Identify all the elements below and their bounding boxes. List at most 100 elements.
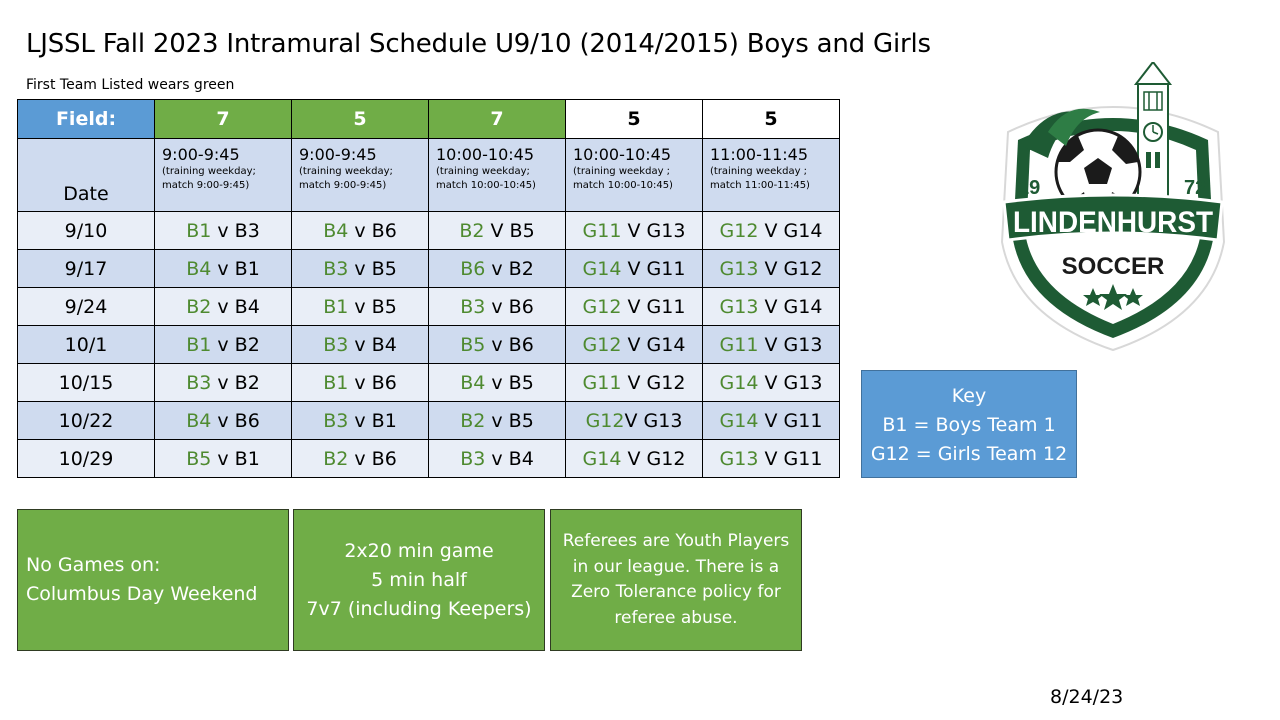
away-team: G14 bbox=[646, 333, 686, 356]
versus-separator: V bbox=[758, 447, 784, 470]
key-title: Key bbox=[951, 385, 987, 407]
versus-separator: v bbox=[485, 295, 509, 318]
time-slot: 10:00-10:45 bbox=[436, 145, 534, 164]
versus-separator: V bbox=[758, 371, 784, 394]
date-stamp: 8/24/23 bbox=[1050, 686, 1124, 708]
time-header-row: Date 9:00-9:45 (training weekday; match … bbox=[17, 138, 840, 212]
time-slot-cell: 9:00-9:45 (training weekday; match 9:00-… bbox=[154, 138, 292, 212]
field-label: Field: bbox=[17, 99, 155, 139]
field-number: 5 bbox=[291, 99, 429, 139]
time-slot-cell: 11:00-11:45 (training weekday ; match 11… bbox=[702, 138, 840, 212]
away-team: B5 bbox=[371, 257, 397, 280]
away-team: B5 bbox=[508, 371, 534, 394]
versus-separator: v bbox=[348, 371, 372, 394]
referee-policy-note: Referees are Youth Players in our league… bbox=[550, 509, 802, 651]
home-team: B2 bbox=[459, 219, 485, 242]
home-team: G12 bbox=[585, 409, 625, 432]
match-cell: B1 v B3 bbox=[154, 211, 292, 250]
home-team: B1 bbox=[323, 295, 349, 318]
match-cell: B4 v B5 bbox=[428, 363, 566, 402]
away-team: B4 bbox=[371, 333, 397, 356]
page-title: LJSSL Fall 2023 Intramural Schedule U9/1… bbox=[26, 29, 931, 59]
away-team: G11 bbox=[783, 409, 823, 432]
home-team: G13 bbox=[719, 257, 759, 280]
note-line: No Games on: bbox=[26, 554, 161, 576]
away-team: B2 bbox=[508, 257, 534, 280]
logo-year-right: 72 bbox=[1184, 177, 1206, 199]
note-line: Columbus Day Weekend bbox=[26, 583, 258, 605]
time-slot: 10:00-10:45 bbox=[573, 145, 671, 164]
home-team: B1 bbox=[323, 371, 349, 394]
away-team: B5 bbox=[371, 295, 397, 318]
away-team: G13 bbox=[783, 371, 823, 394]
home-team: G11 bbox=[719, 333, 759, 356]
no-games-note: No Games on: Columbus Day Weekend bbox=[17, 509, 289, 651]
versus-separator: V bbox=[621, 295, 647, 318]
home-team: G11 bbox=[582, 219, 622, 242]
schedule-row: 9/24 B2 v B4 B1 v B5 B3 v B6 G12 V G11 G13 V … bbox=[17, 287, 840, 326]
away-team: B3 bbox=[234, 219, 260, 242]
home-team: B5 bbox=[186, 447, 212, 470]
versus-separator: v bbox=[211, 257, 235, 280]
versus-separator: v bbox=[485, 371, 509, 394]
date-cell: 10/15 bbox=[17, 363, 155, 402]
home-team: B4 bbox=[460, 371, 486, 394]
match-cell: G14 V G12 bbox=[565, 439, 703, 478]
match-cell: B1 v B6 bbox=[291, 363, 429, 402]
note-line: in our league. There is a bbox=[572, 556, 780, 577]
versus-separator: V bbox=[758, 219, 784, 242]
versus-separator: v bbox=[211, 447, 235, 470]
match-cell: B3 v B4 bbox=[291, 325, 429, 364]
match-cell: B3 v B5 bbox=[291, 249, 429, 288]
home-team: G12 bbox=[582, 295, 622, 318]
match-cell: B3 v B1 bbox=[291, 401, 429, 440]
away-team: B6 bbox=[371, 219, 397, 242]
away-team: B6 bbox=[234, 409, 260, 432]
away-team: B5 bbox=[509, 219, 535, 242]
match-cell: G12V G13 bbox=[565, 401, 703, 440]
away-team: G11 bbox=[646, 295, 686, 318]
away-team: B6 bbox=[371, 371, 397, 394]
logo-banner-icon bbox=[1002, 193, 1224, 242]
match-cell: B4 v B6 bbox=[154, 401, 292, 440]
away-team: B1 bbox=[371, 409, 397, 432]
match-cell: B1 v B2 bbox=[154, 325, 292, 364]
match-cell: G12 V G14 bbox=[565, 325, 703, 364]
date-cell: 9/10 bbox=[17, 211, 155, 250]
home-team: B3 bbox=[323, 409, 349, 432]
versus-separator: v bbox=[211, 219, 235, 242]
match-cell: B3 v B6 bbox=[428, 287, 566, 326]
home-team: B4 bbox=[323, 219, 349, 242]
home-team: B3 bbox=[323, 333, 349, 356]
schedule-row: 10/29 B5 v B1 B2 v B6 B3 v B4 G14 V G12 G13 V… bbox=[17, 439, 840, 478]
away-team: G12 bbox=[783, 257, 823, 280]
time-slot-cell: 9:00-9:45 (training weekday; match 9:00-… bbox=[291, 138, 429, 212]
away-team: G11 bbox=[783, 447, 823, 470]
versus-separator: v bbox=[348, 447, 372, 470]
away-team: B2 bbox=[234, 333, 260, 356]
versus-separator: v bbox=[211, 295, 235, 318]
away-team: B4 bbox=[234, 295, 260, 318]
match-cell: G11 V G13 bbox=[565, 211, 703, 250]
home-team: G14 bbox=[719, 409, 759, 432]
time-slot: 11:00-11:45 bbox=[710, 145, 808, 164]
time-note: match 9:00-9:45) bbox=[162, 180, 250, 191]
away-team: B4 bbox=[508, 447, 534, 470]
versus-separator: v bbox=[348, 333, 372, 356]
match-cell: G13 V G12 bbox=[702, 249, 840, 288]
match-cell: G13 V G11 bbox=[702, 439, 840, 478]
match-cell: B2 V B5 bbox=[428, 211, 566, 250]
home-team: B1 bbox=[186, 333, 212, 356]
versus-separator: V bbox=[621, 371, 647, 394]
time-slot-cell: 10:00-10:45 (training weekday ; match 10… bbox=[565, 138, 703, 212]
note-line: 5 min half bbox=[371, 568, 467, 591]
versus-separator: v bbox=[348, 257, 372, 280]
versus-separator: V bbox=[621, 447, 647, 470]
leaf-swoosh-icon bbox=[1048, 108, 1100, 146]
home-team: G14 bbox=[719, 371, 759, 394]
match-cell: G12 V G11 bbox=[565, 287, 703, 326]
date-cell: 9/17 bbox=[17, 249, 155, 288]
match-cell: B5 v B6 bbox=[428, 325, 566, 364]
note-line: referee abuse. bbox=[614, 607, 738, 628]
match-cell: B4 v B6 bbox=[291, 211, 429, 250]
